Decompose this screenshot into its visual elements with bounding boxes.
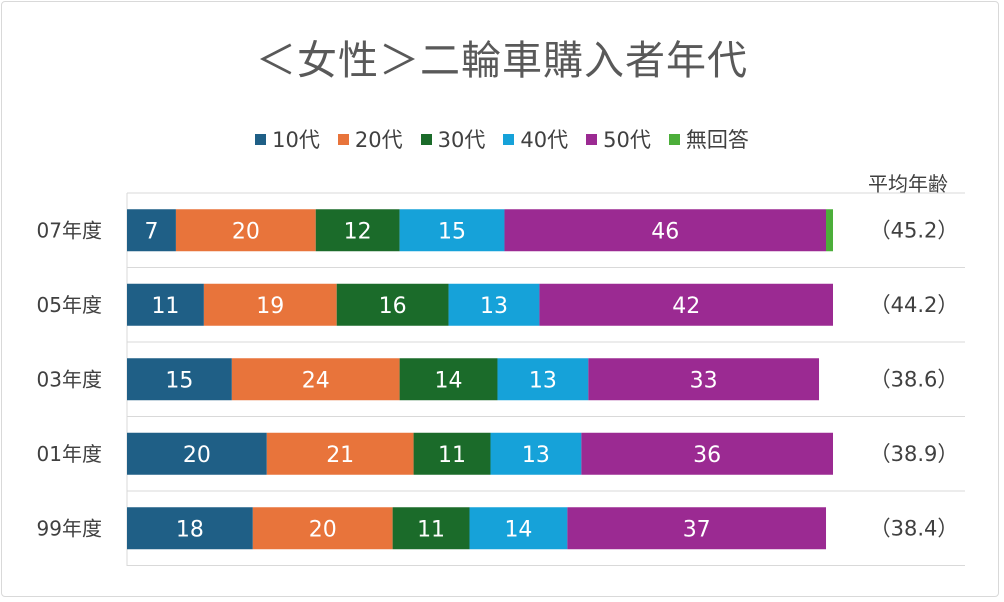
bar-segment (567, 507, 827, 550)
legend-swatch-50s (586, 133, 598, 145)
data-label: 20 (183, 443, 211, 468)
data-label: 14 (504, 517, 532, 542)
bar-segment (399, 358, 498, 401)
bar-segment (315, 209, 400, 252)
legend-item-no-answer: 無回答 (668, 124, 749, 154)
legend-item-30s: 30代 (420, 124, 486, 154)
data-label: 11 (151, 294, 179, 319)
bar-segment (127, 209, 176, 252)
average-age-value: （38.6） (870, 367, 959, 391)
legend-swatch-no-answer (668, 133, 680, 145)
category-label: 05年度 (37, 293, 102, 317)
bar-segment (266, 432, 414, 475)
legend-swatch-30s (420, 133, 432, 145)
data-label: 42 (672, 294, 700, 319)
data-label: 13 (480, 294, 508, 319)
bar-segment (175, 209, 316, 252)
chart-legend: 10代 20代 30代 40代 50代 無回答 (0, 124, 1004, 154)
category-label: 99年度 (37, 516, 102, 540)
data-label: 16 (379, 294, 407, 319)
bar-segment (399, 209, 505, 252)
bar-segment (497, 358, 589, 401)
average-age-value: （45.2） (870, 218, 959, 242)
data-label: 20 (232, 219, 260, 244)
legend-label-10s: 10代 (272, 128, 320, 152)
data-label: 24 (302, 368, 330, 393)
bar-segment (127, 507, 253, 550)
data-label: 20 (309, 517, 337, 542)
legend-item-10s: 10代 (255, 124, 320, 154)
data-label: 11 (417, 517, 445, 542)
chart-title: ＜女性＞二輪車購入者年代 (256, 38, 748, 84)
data-label: 18 (176, 517, 204, 542)
data-label: 15 (165, 368, 193, 393)
bar-segment (203, 283, 337, 326)
data-label: 15 (438, 219, 466, 244)
legend-item-20s: 20代 (337, 124, 403, 154)
legend-item-40s: 40代 (503, 124, 568, 154)
bar-segment (504, 209, 827, 252)
bar-segment (448, 283, 540, 326)
category-label: 03年度 (37, 367, 102, 391)
bar-segment (826, 209, 833, 252)
bar-segment (469, 507, 568, 550)
data-label: 36 (693, 443, 721, 468)
legend-label-20s: 20代 (354, 128, 403, 152)
bar-segment (539, 283, 833, 326)
legend-swatch-40s (503, 133, 515, 145)
bar-segment (231, 358, 400, 401)
data-label: 11 (438, 443, 466, 468)
bar-segment (490, 432, 582, 475)
category-label: 01年度 (37, 442, 102, 466)
data-label: 37 (683, 517, 711, 542)
data-label: 14 (435, 368, 463, 393)
legend-label-no-answer: 無回答 (685, 128, 749, 152)
bar-segment (413, 432, 491, 475)
legend-label-30s: 30代 (437, 128, 486, 152)
average-age-value: （38.4） (870, 516, 959, 540)
legend-label-40s: 40代 (520, 128, 569, 152)
bar-segment (336, 283, 449, 326)
average-age-value: （38.9） (870, 442, 959, 466)
average-age-value: （44.2） (870, 293, 959, 317)
legend-label-50s: 50代 (603, 128, 651, 152)
bar-segment (127, 432, 267, 475)
data-label: 21 (326, 443, 354, 468)
category-label: 07年度 (37, 218, 102, 242)
legend-item-50s: 50代 (586, 124, 651, 154)
data-label: 13 (529, 368, 557, 393)
legend-swatch-20s (337, 133, 349, 145)
bar-segment (127, 283, 204, 326)
bar-segment (581, 432, 833, 475)
data-label: 46 (651, 219, 679, 244)
bar-segment (588, 358, 820, 401)
average-age-header: 平均年齢 (868, 172, 948, 196)
bar-segment (252, 507, 393, 550)
data-label: 13 (522, 443, 550, 468)
data-label: 19 (256, 294, 284, 319)
bar-segment (127, 358, 232, 401)
data-label: 33 (690, 368, 718, 393)
bar-segment (392, 507, 470, 550)
data-label: 12 (344, 219, 372, 244)
data-label: 7 (144, 219, 158, 244)
legend-swatch-10s (255, 133, 267, 145)
